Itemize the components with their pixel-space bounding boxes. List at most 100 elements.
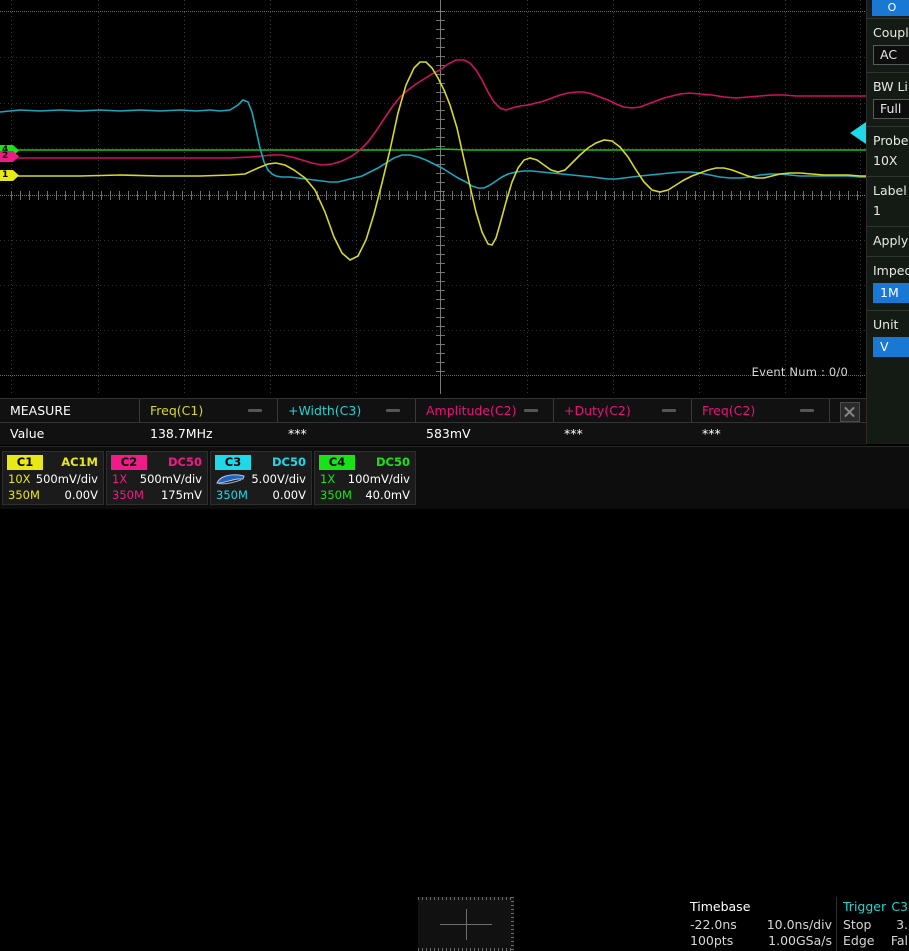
setting-unit[interactable]: Unit V bbox=[867, 310, 909, 364]
measure-header-cell: MEASURE bbox=[0, 399, 140, 422]
channel-vertical-scale[interactable]: 500mV/div bbox=[139, 472, 202, 486]
setting-label: BW Limit bbox=[873, 79, 909, 94]
collapse-icon[interactable] bbox=[386, 409, 400, 412]
measure-table[interactable]: MEASURE Freq(C1) +Width(C3) Amplitude(C2) +… bbox=[0, 398, 866, 445]
setting-apply[interactable]: Apply bbox=[867, 226, 909, 256]
measure-item-name: +Width(C3) bbox=[288, 403, 362, 418]
timebase-panel[interactable]: Timebase -22.0ns 10.0ns/div 100pts 1.00G… bbox=[686, 897, 834, 951]
channel-vertical-scale[interactable]: 100mV/div bbox=[347, 472, 410, 486]
measure-item-header[interactable]: Freq(C2) bbox=[692, 399, 830, 422]
setting-probe[interactable]: Probe 10X bbox=[867, 126, 909, 176]
channel-bandwidth[interactable]: 350M bbox=[112, 488, 144, 502]
offset-marker-c1[interactable]: 1 bbox=[0, 168, 20, 183]
trace-c4 bbox=[0, 148, 866, 151]
channel-badge[interactable]: C3 bbox=[215, 455, 251, 470]
channel-attenuation[interactable]: 10X bbox=[8, 472, 31, 486]
channel-vertical-scale[interactable]: 5.00V/div bbox=[251, 472, 306, 486]
setting-coupling[interactable]: Coupling AC bbox=[867, 18, 909, 72]
setting-value[interactable]: AC bbox=[873, 45, 909, 65]
setting-impedance[interactable]: Impedance 1M bbox=[867, 256, 909, 310]
setting-value[interactable]: 1M bbox=[873, 283, 909, 303]
measure-item-name: Freq(C2) bbox=[702, 403, 756, 418]
offset-marker-c3[interactable] bbox=[848, 122, 866, 148]
channel-attenuation[interactable]: 1X bbox=[320, 472, 336, 486]
measure-item-header[interactable]: Amplitude(C2) bbox=[416, 399, 554, 422]
measure-item-value-cell: 583mV bbox=[416, 422, 554, 445]
measure-value-row: Value 138.7MHz *** 583mV *** *** bbox=[0, 422, 866, 445]
measure-item-value-cell: 138.7MHz bbox=[140, 422, 278, 445]
grid-line-horizontal bbox=[0, 148, 866, 149]
setting-bw-limit[interactable]: BW Limit Full bbox=[867, 72, 909, 126]
timebase-samplerate: 1.00GSa/s bbox=[768, 933, 832, 948]
channel-badge[interactable]: C4 bbox=[319, 455, 355, 470]
setting-label: Coupling bbox=[873, 25, 909, 40]
offset-marker-label: 1 bbox=[2, 170, 9, 180]
channel-panel-c4[interactable]: C4 DC50 1X 100mV/div 350M 40.0mV bbox=[314, 451, 416, 505]
measure-item-value: 138.7MHz bbox=[150, 426, 213, 441]
setting-value[interactable]: Full bbox=[873, 99, 909, 119]
setting-label: Label bbox=[873, 183, 907, 198]
grid-line-horizontal bbox=[0, 285, 866, 286]
measure-item-value-cell: *** bbox=[554, 422, 692, 445]
measure-item-value-cell: *** bbox=[278, 422, 416, 445]
measure-item-value: *** bbox=[702, 426, 721, 441]
channel-coupling[interactable]: DC50 bbox=[376, 455, 410, 469]
trigger-state: Stop bbox=[843, 917, 872, 932]
channel-panel-c2[interactable]: C2 DC50 1X 500mV/div 350M 175mV bbox=[106, 451, 208, 505]
channel-bandwidth[interactable]: 350M bbox=[216, 488, 248, 502]
channel-offset[interactable]: 175mV bbox=[160, 488, 202, 502]
grid-line-horizontal bbox=[0, 375, 866, 376]
collapse-icon[interactable] bbox=[662, 409, 676, 412]
zoom-window-preview[interactable] bbox=[418, 897, 514, 951]
measure-item-header[interactable]: +Width(C3) bbox=[278, 399, 416, 422]
measure-item-header[interactable]: +Duty(C2) bbox=[554, 399, 692, 422]
channel-offset[interactable]: 40.0mV bbox=[365, 488, 410, 502]
trigger-type: Edge bbox=[843, 933, 875, 948]
collapse-icon[interactable] bbox=[248, 409, 262, 412]
channel-coupling[interactable]: DC50 bbox=[272, 455, 306, 469]
setting-value: 1 bbox=[873, 203, 881, 218]
channel-panel-c1[interactable]: C1 AC1M 10X 500mV/div 350M 0.00V bbox=[2, 451, 104, 505]
differential-probe-icon bbox=[214, 472, 248, 486]
trigger-level: 3. bbox=[896, 917, 908, 932]
measure-item-name: Amplitude(C2) bbox=[426, 403, 517, 418]
channel-attenuation[interactable]: 1X bbox=[112, 472, 128, 486]
offset-marker-c2[interactable]: 2 bbox=[0, 149, 20, 164]
channel-panel-c3[interactable]: C3 DC50 5.00V/div 350M 0.00V bbox=[210, 451, 312, 505]
trace-c1 bbox=[0, 61, 866, 261]
channel-bandwidth[interactable]: 350M bbox=[8, 488, 40, 502]
channel-offset[interactable]: 0.00V bbox=[272, 488, 306, 502]
channel-bandwidth[interactable]: 350M bbox=[320, 488, 352, 502]
setting-label[interactable]: Label 1 bbox=[867, 176, 909, 226]
trigger-panel[interactable]: Trigger C3 Stop 3. Edge Fal bbox=[836, 897, 909, 951]
collapse-icon[interactable] bbox=[524, 409, 538, 412]
grid-line-horizontal bbox=[0, 330, 866, 331]
setting-value[interactable]: V bbox=[873, 337, 909, 357]
measure-item-header[interactable]: Freq(C1) bbox=[140, 399, 278, 422]
close-icon[interactable] bbox=[840, 402, 860, 422]
timebase-points: 100pts bbox=[690, 933, 734, 948]
setting-label: Unit bbox=[873, 317, 899, 332]
grid-line-horizontal bbox=[0, 240, 866, 241]
status-bar: C1 AC1M 10X 500mV/div 350M 0.00V C2 DC50 1X 500mV… bbox=[0, 446, 909, 951]
measure-item-value: *** bbox=[288, 426, 307, 441]
waveform-traces bbox=[0, 59, 866, 261]
measure-item-name: Freq(C1) bbox=[150, 403, 204, 418]
measure-item-name: +Duty(C2) bbox=[564, 403, 631, 418]
trigger-title: Trigger bbox=[843, 899, 887, 914]
channel-badge[interactable]: C1 bbox=[7, 455, 43, 470]
timebase-delay: -22.0ns bbox=[690, 917, 737, 932]
measure-item-value-cell: *** bbox=[692, 422, 830, 445]
channel-vertical-scale[interactable]: 500mV/div bbox=[35, 472, 98, 486]
channel-badge[interactable]: C2 bbox=[111, 455, 147, 470]
channel-coupling[interactable]: AC1M bbox=[61, 455, 98, 469]
channel-coupling[interactable]: DC50 bbox=[168, 455, 202, 469]
event-num-readout: Event Num : 0/0 bbox=[751, 365, 848, 379]
panel-header: O bbox=[867, 0, 909, 18]
grid-line-horizontal bbox=[0, 57, 866, 58]
channel-offset[interactable]: 0.00V bbox=[64, 488, 98, 502]
panel-toggle-button[interactable]: O bbox=[872, 0, 909, 16]
collapse-icon[interactable] bbox=[800, 409, 814, 412]
channel-settings-panel[interactable]: O Coupling AC BW Limit Full Probe 10X Label 1 Ap… bbox=[866, 0, 909, 444]
